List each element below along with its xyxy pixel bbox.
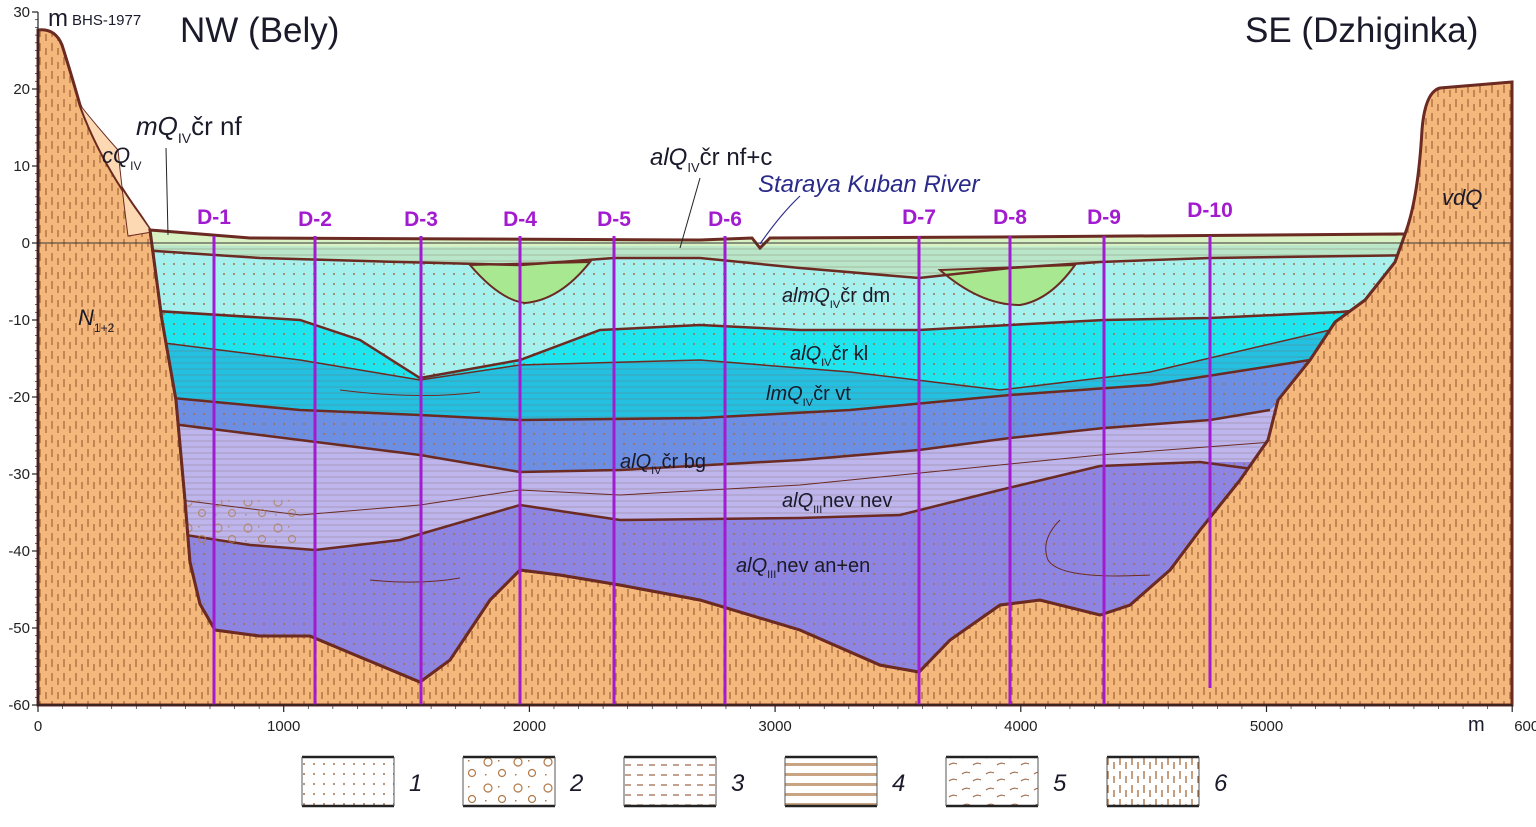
title-se: SE (Dzhiginka) xyxy=(1245,11,1478,50)
legend-number: 2 xyxy=(569,770,583,797)
x-tick-label: 1000 xyxy=(267,718,300,735)
valley-fill xyxy=(150,230,1405,682)
legend-item-2: 2 xyxy=(462,755,583,808)
unit-label-n12: N1+2 xyxy=(78,305,115,335)
borehole-label: D-9 xyxy=(1087,206,1121,229)
borehole-d-2: D-2 xyxy=(298,208,332,705)
boreholes: D-1 D-2 D-3 D-4 D-5 D-6 D-7 D-8 D-9 D-10 xyxy=(197,199,1233,705)
y-tick-label: -20 xyxy=(8,389,30,406)
borehole-label: D-8 xyxy=(993,206,1027,229)
y-tick-label: 20 xyxy=(13,81,30,98)
borehole-label: D-2 xyxy=(298,208,332,231)
lens-d8 xyxy=(937,263,1077,307)
legend-number: 6 xyxy=(1214,770,1228,797)
legend-item-3: 3 xyxy=(623,755,745,808)
borehole-d-9: D-9 xyxy=(1087,206,1121,705)
y-tick-label: -40 xyxy=(8,543,30,560)
y-tick-label: 30 xyxy=(13,4,30,21)
unit-label-almq-dm: almQIVčr dm xyxy=(782,285,890,311)
legend-number: 5 xyxy=(1053,770,1067,797)
borehole-d-6: D-6 xyxy=(708,208,742,705)
river-label: Staraya Kuban River xyxy=(758,171,980,198)
x-tick-label: 2000 xyxy=(513,718,546,735)
legend-item-6: 6 xyxy=(1106,755,1228,808)
y-tick-label: 0 xyxy=(22,235,30,252)
y-tick-label: -30 xyxy=(8,466,30,483)
unit-label-alq-nfc: alQIVčr nf+c xyxy=(650,144,772,175)
unit-label-cq: cQIV xyxy=(102,143,141,173)
x-tick-label: 4000 xyxy=(1004,718,1037,735)
y-tick-label: -10 xyxy=(8,312,30,329)
unit-label-alq-nev: alQIIInev nev xyxy=(782,490,892,516)
x-tick-label: 5000 xyxy=(1250,718,1283,735)
unit-label-lmq-vt: lmQIVčr vt xyxy=(766,383,851,409)
borehole-label: D-6 xyxy=(708,208,742,231)
legend-item-5: 5 xyxy=(945,755,1067,808)
slope-deposit-cq xyxy=(79,104,153,237)
lens-d4 xyxy=(467,260,593,305)
borehole-d-10: D-10 xyxy=(1187,199,1233,688)
legend: 1 2 3 4 5 6 xyxy=(301,755,1228,808)
legend-number: 4 xyxy=(892,770,905,797)
borehole-d-4: D-4 xyxy=(503,208,537,705)
y-tick-label: -60 xyxy=(8,697,30,714)
borehole-d-7: D-7 xyxy=(902,206,936,705)
unit-label-mq: mQIVčr nf xyxy=(136,111,242,146)
borehole-label: D-1 xyxy=(197,206,231,229)
x-tick-label: 6000 xyxy=(1514,718,1536,735)
borehole-label: D-4 xyxy=(503,208,537,231)
unit-label-alq-bg: alQIVčr bg xyxy=(620,451,706,477)
borehole-label: D-5 xyxy=(597,208,631,231)
unit-label-alq-kl: alQIVčr kl xyxy=(790,343,868,369)
borehole-d-5: D-5 xyxy=(597,208,631,705)
borehole-label: D-7 xyxy=(902,206,936,229)
x-tick-label: 0 xyxy=(34,718,42,735)
x-unit-label: m xyxy=(1468,714,1485,736)
borehole-d-8: D-8 xyxy=(993,206,1027,705)
borehole-label: D-10 xyxy=(1187,199,1233,222)
legend-number: 1 xyxy=(409,770,422,797)
unit-label-alq-an: alQIIInev an+en xyxy=(736,555,870,581)
x-tick-label: 3000 xyxy=(758,718,791,735)
legend-item-1: 1 xyxy=(301,755,422,808)
borehole-d-1: D-1 xyxy=(197,206,231,705)
y-tick-label: 10 xyxy=(13,158,30,175)
y-tick-label: -50 xyxy=(8,620,30,637)
borehole-label: D-3 xyxy=(404,208,438,231)
legend-number: 3 xyxy=(731,770,745,797)
unit-label-vdq: vdQ xyxy=(1442,185,1482,210)
datum-label: BHS-1977 xyxy=(72,12,141,29)
legend-item-4: 4 xyxy=(784,755,905,808)
y-unit-label: m xyxy=(48,5,68,32)
borehole-d-3: D-3 xyxy=(404,208,438,705)
title-nw: NW (Bely) xyxy=(180,11,339,50)
